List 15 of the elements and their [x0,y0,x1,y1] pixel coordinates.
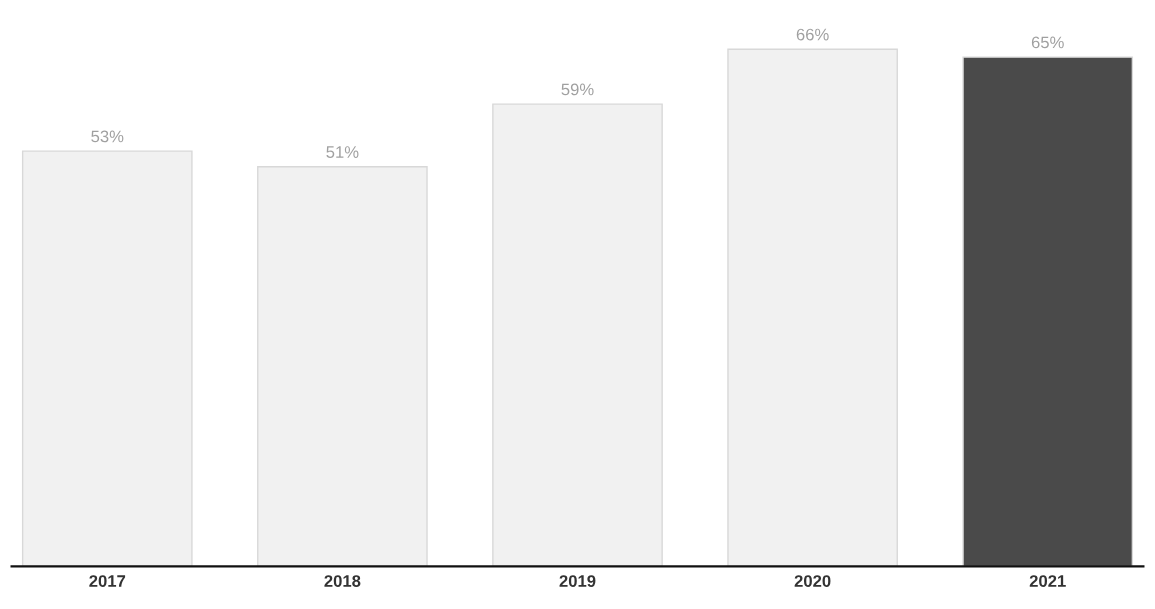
data-label: 65% [1031,36,1064,49]
bar [21,150,193,567]
bar [492,103,663,567]
data-label: 66% [796,28,829,41]
data-label: 53% [91,130,124,143]
bar [962,56,1134,567]
x-tick-label: 2019 [559,575,596,587]
x-tick-label: 2020 [794,575,831,587]
x-tick-label: 2021 [1029,575,1066,587]
data-label: 51% [326,146,359,158]
x-tick-label: 2017 [89,575,126,587]
data-label: 59% [561,83,594,96]
x-tick-label: 2018 [324,575,361,587]
bar [727,48,898,567]
bar [257,166,428,567]
